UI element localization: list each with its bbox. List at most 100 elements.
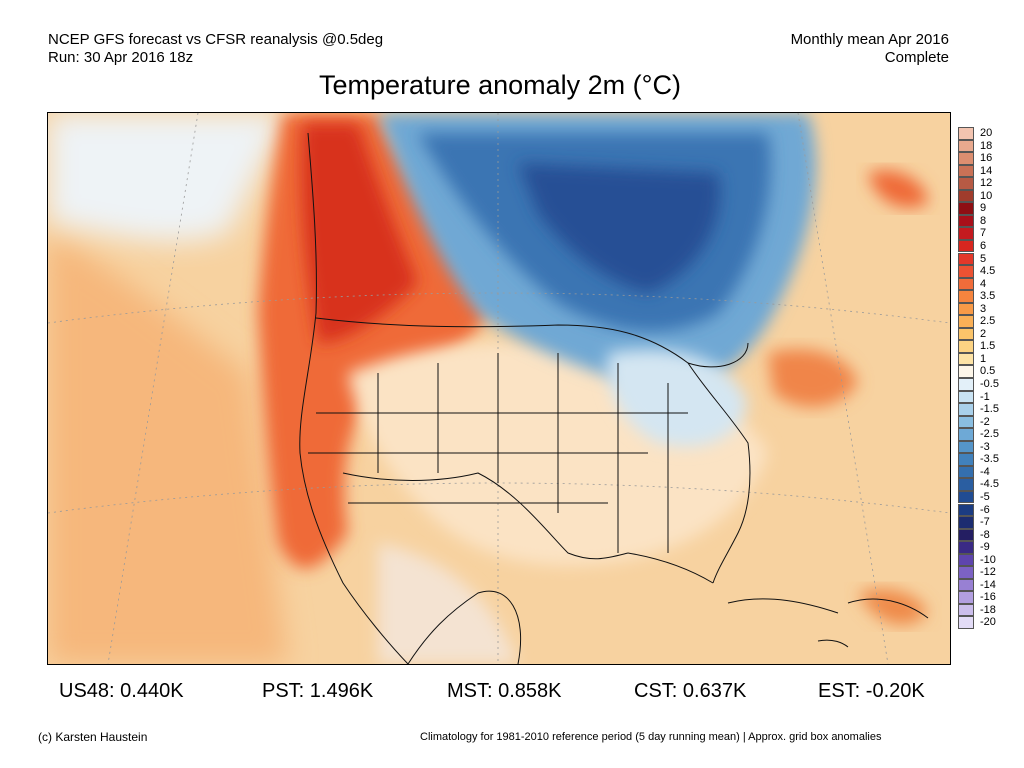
colorbar-swatch bbox=[958, 440, 974, 454]
colorbar-swatch bbox=[958, 252, 974, 265]
colorbar-label: 14 bbox=[980, 164, 993, 177]
labrador-sea-warm-patch bbox=[868, 170, 928, 208]
caribbean-islands bbox=[727, 598, 929, 648]
colorbar-label: -20 bbox=[980, 616, 996, 629]
colorbar-swatch bbox=[958, 516, 974, 529]
colorbar-swatch bbox=[958, 465, 974, 479]
colorbar-label: -2.5 bbox=[980, 428, 999, 441]
atlantic-warm-patch bbox=[768, 349, 858, 407]
period-label: Monthly mean Apr 2016 bbox=[790, 31, 949, 48]
completion-status: Complete bbox=[884, 49, 949, 66]
stat-us48: US48: 0.440K bbox=[59, 680, 184, 702]
colorbar-swatch bbox=[958, 365, 974, 378]
colorbar-label: 12 bbox=[980, 177, 993, 190]
graticule bbox=[48, 113, 950, 664]
colorbar-label: 2 bbox=[980, 327, 987, 340]
colorbar-label: -2 bbox=[980, 415, 990, 428]
colorbar-label: -12 bbox=[980, 566, 996, 579]
colorbar-label: 5 bbox=[980, 252, 987, 265]
colorbar-label: 3.5 bbox=[980, 290, 996, 303]
colorbar-label: 2.5 bbox=[980, 315, 996, 328]
colorbar-label: 20 bbox=[980, 127, 993, 139]
caribbean-warm-patch bbox=[858, 589, 928, 625]
colorbar-label: 16 bbox=[980, 152, 993, 165]
colorbar-swatch bbox=[958, 541, 974, 554]
stat-mst: MST: 0.858K bbox=[447, 680, 562, 702]
header-left: NCEP GFS forecast vs CFSR reanalysis @0.… bbox=[48, 31, 383, 67]
colorbar-label: -5 bbox=[980, 490, 990, 503]
pacific-warm-region bbox=[48, 233, 288, 664]
colorbar-label: -4 bbox=[980, 465, 990, 478]
colorbar-label: -8 bbox=[980, 528, 990, 541]
colorbar-swatch bbox=[958, 202, 974, 215]
colorbar-swatch bbox=[958, 265, 974, 278]
colorbar-swatch bbox=[958, 127, 974, 140]
colorbar-label: -14 bbox=[980, 578, 996, 591]
colorbar-swatch bbox=[958, 327, 974, 341]
colorbar-swatch bbox=[958, 528, 974, 542]
colorbar-label: 4 bbox=[980, 277, 987, 290]
colorbar-swatch bbox=[958, 478, 974, 491]
colorbar-swatch bbox=[958, 302, 974, 316]
colorbar-swatch bbox=[958, 490, 974, 504]
colorbar-swatch bbox=[958, 603, 974, 617]
colorbar-label: 6 bbox=[980, 239, 987, 252]
anomaly-map-canvas bbox=[48, 113, 950, 664]
anomaly-map bbox=[47, 112, 951, 665]
colorbar-label: -3 bbox=[980, 440, 990, 453]
colorbar-label: -10 bbox=[980, 553, 996, 566]
colorbar-swatch bbox=[958, 616, 974, 629]
colorbar-label: 10 bbox=[980, 189, 993, 202]
header-right: Monthly mean Apr 2016 Complete bbox=[791, 31, 949, 67]
colorbar-label: 0.5 bbox=[980, 365, 996, 378]
colorbar-label: 18 bbox=[980, 139, 993, 152]
colorbar-label: -0.5 bbox=[980, 378, 999, 390]
colorbar-swatch bbox=[958, 591, 974, 604]
map-title: Temperature anomaly 2m (°C) bbox=[319, 70, 681, 100]
climatology-note: Climatology for 1981-2010 reference peri… bbox=[420, 731, 882, 743]
colorbar-swatch bbox=[958, 578, 974, 592]
colorbar-label: 4.5 bbox=[980, 265, 996, 278]
stat-est: EST: -0.20K bbox=[818, 680, 925, 702]
run-time: Run: 30 Apr 2016 18z bbox=[48, 49, 194, 66]
colorbar-label: -9 bbox=[980, 541, 990, 554]
political-boundaries bbox=[299, 132, 751, 664]
credit-text: (c) Karsten Haustein bbox=[38, 730, 148, 744]
stat-pst: PST: 1.496K bbox=[262, 680, 374, 702]
colorbar-label: 3 bbox=[980, 302, 987, 315]
mexico-mixed-region bbox=[378, 543, 518, 664]
colorbar-swatch bbox=[958, 503, 974, 516]
colorbar-swatch bbox=[958, 152, 974, 165]
colorbar-swatch bbox=[958, 453, 974, 466]
colorbar-swatch bbox=[958, 428, 974, 441]
colorbar-label: 8 bbox=[980, 214, 987, 227]
colorbar-swatch bbox=[958, 290, 974, 303]
colorbar-swatch bbox=[958, 227, 974, 240]
colorbar-label: -18 bbox=[980, 603, 996, 616]
colorbar-swatch bbox=[958, 189, 974, 203]
colorbar-label: 1 bbox=[980, 352, 987, 365]
colorbar-swatch bbox=[958, 403, 974, 416]
colorbar-swatch bbox=[958, 378, 974, 391]
colorbar-label: -7 bbox=[980, 516, 990, 529]
colorbar-swatch bbox=[958, 390, 974, 404]
colorbar-label: -3.5 bbox=[980, 453, 999, 466]
stat-cst: CST: 0.637K bbox=[634, 680, 747, 702]
colorbar-swatch bbox=[958, 553, 974, 567]
colorbar-label: -1.5 bbox=[980, 403, 999, 416]
colorbar-label: -1 bbox=[980, 390, 990, 403]
colorbar-swatch bbox=[958, 277, 974, 291]
colorbar-label: 1.5 bbox=[980, 340, 996, 353]
great-lakes-cool-region bbox=[607, 349, 748, 447]
western-hot-core bbox=[301, 123, 418, 343]
colorbar-swatch bbox=[958, 352, 974, 366]
colorbar-swatch bbox=[958, 340, 974, 353]
colorbar-swatch bbox=[958, 139, 974, 153]
colorbar-swatch bbox=[958, 239, 974, 253]
colorbar-swatch bbox=[958, 214, 974, 228]
colorbar-swatch bbox=[958, 415, 974, 429]
arctic-pale-region bbox=[48, 113, 288, 242]
colorbar-label: -6 bbox=[980, 503, 990, 516]
colorbar-label: -4.5 bbox=[980, 478, 999, 491]
model-description: NCEP GFS forecast vs CFSR reanalysis @0.… bbox=[48, 31, 384, 48]
